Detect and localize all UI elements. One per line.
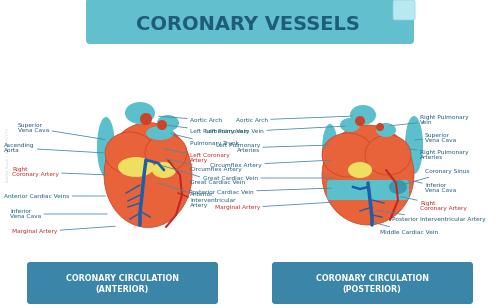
Text: Marginal Artery: Marginal Artery — [214, 202, 333, 210]
Ellipse shape — [157, 115, 179, 131]
Text: Right
Coronary Artery: Right Coronary Artery — [400, 197, 467, 211]
Ellipse shape — [322, 124, 338, 176]
FancyBboxPatch shape — [393, 0, 415, 20]
Text: CORONARY CIRCULATION
(ANTERIOR): CORONARY CIRCULATION (ANTERIOR) — [66, 274, 178, 294]
FancyBboxPatch shape — [327, 180, 409, 200]
Text: Adobe Stock | #203902275: Adobe Stock | #203902275 — [6, 128, 10, 182]
Text: CORONARY CIRCULATION
(POSTERIOR): CORONARY CIRCULATION (POSTERIOR) — [316, 274, 428, 294]
Ellipse shape — [125, 102, 155, 124]
Ellipse shape — [97, 117, 115, 177]
Text: Right
Coronary Artery: Right Coronary Artery — [12, 167, 107, 177]
Text: Left Coronary
Artery: Left Coronary Artery — [162, 148, 230, 164]
Ellipse shape — [322, 133, 374, 177]
Text: Left Pulmonary
Arteries: Left Pulmonary Arteries — [216, 143, 329, 153]
Text: Posterior Cardiac Vein: Posterior Cardiac Vein — [190, 188, 331, 194]
Text: Right Pulmonary
Vein: Right Pulmonary Vein — [391, 115, 468, 126]
Text: Circumflex Artery: Circumflex Artery — [164, 159, 242, 172]
Ellipse shape — [152, 162, 176, 178]
FancyBboxPatch shape — [272, 262, 473, 304]
Ellipse shape — [322, 125, 414, 225]
Ellipse shape — [348, 162, 372, 178]
Text: Ascending
Aorta: Ascending Aorta — [4, 143, 103, 153]
Text: Right Pulmonary
Arteries: Right Pulmonary Arteries — [408, 148, 469, 160]
Ellipse shape — [105, 132, 155, 174]
Text: Posterior Interventricular Artery: Posterior Interventricular Artery — [376, 210, 486, 222]
FancyBboxPatch shape — [27, 262, 218, 304]
Text: Great Cardiac Vein: Great Cardiac Vein — [203, 176, 333, 180]
Ellipse shape — [146, 126, 174, 140]
Text: Superior
Vena Cava: Superior Vena Cava — [415, 133, 456, 144]
Ellipse shape — [405, 116, 423, 174]
Text: Inferior
Vena Cava: Inferior Vena Cava — [412, 181, 456, 193]
Ellipse shape — [389, 180, 407, 194]
Ellipse shape — [376, 123, 396, 137]
Text: Aortic Arch: Aortic Arch — [159, 116, 222, 123]
Text: Marginal Artery: Marginal Artery — [12, 226, 115, 234]
Text: Inferior
Vena Cava: Inferior Vena Cava — [10, 209, 107, 219]
Ellipse shape — [157, 120, 167, 130]
Ellipse shape — [140, 113, 152, 125]
Text: Superior
Vena Cava: Superior Vena Cava — [18, 123, 106, 140]
Text: Anterior
Interventricular
Artery: Anterior Interventricular Artery — [158, 183, 236, 208]
Text: CORONARY VESSELS: CORONARY VESSELS — [136, 14, 360, 34]
Ellipse shape — [350, 105, 376, 125]
Ellipse shape — [104, 123, 192, 228]
Ellipse shape — [118, 157, 154, 177]
Text: Anterior Cardiac Veins: Anterior Cardiac Veins — [4, 193, 105, 198]
Text: Coronary Sinus: Coronary Sinus — [400, 169, 469, 185]
FancyBboxPatch shape — [86, 0, 414, 44]
Text: Pulmonary Trunk: Pulmonary Trunk — [170, 134, 239, 147]
Ellipse shape — [376, 123, 384, 131]
Ellipse shape — [355, 116, 365, 126]
Text: Great Cardiac Vein: Great Cardiac Vein — [162, 166, 245, 184]
Text: Left Pulmonary Vein: Left Pulmonary Vein — [168, 125, 249, 135]
Text: Middle Cardiac Vein: Middle Cardiac Vein — [374, 223, 438, 234]
Ellipse shape — [340, 118, 360, 132]
Text: Left Pulmonary Vein: Left Pulmonary Vein — [206, 126, 345, 135]
Ellipse shape — [365, 135, 411, 175]
Text: Circumflex Artery: Circumflex Artery — [210, 160, 331, 168]
Text: Aortic Arch: Aortic Arch — [236, 116, 352, 123]
Ellipse shape — [145, 134, 187, 172]
